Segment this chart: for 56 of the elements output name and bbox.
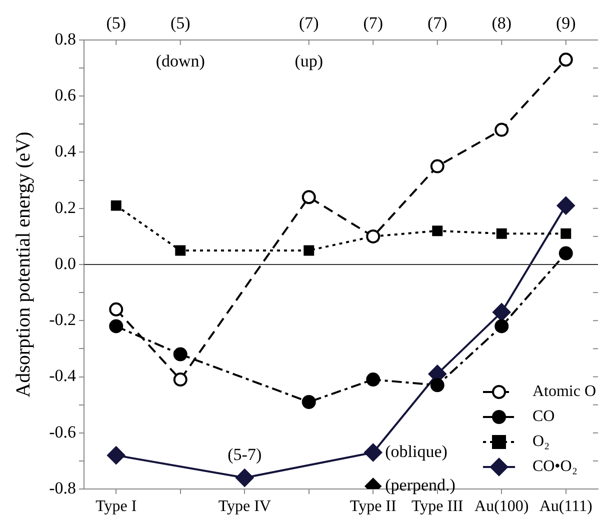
x-tick-label: Type III	[412, 498, 464, 515]
y-tick-label: 0.8	[54, 29, 76, 48]
legend-label: O₂	[532, 432, 550, 450]
point	[496, 228, 507, 239]
y-tick-label: 0.6	[54, 86, 76, 105]
text: (9)	[556, 13, 576, 32]
x-tick-label: Type I	[96, 498, 137, 515]
point	[494, 122, 509, 137]
point	[558, 52, 573, 67]
annotation: (perpend.)	[385, 476, 456, 495]
annotation: (up)	[294, 51, 324, 70]
y-tick-label: -0.8	[49, 478, 76, 498]
x-tick-label: Au(100)	[474, 498, 529, 515]
point	[560, 228, 572, 239]
point	[173, 347, 188, 362]
y-tick-label: -0.4	[49, 366, 76, 386]
text: (7)	[363, 13, 384, 32]
point	[302, 190, 316, 204]
point	[236, 468, 254, 487]
point	[366, 372, 380, 387]
x-tick-label: Type IV	[218, 498, 272, 515]
annotation: (down)	[156, 51, 205, 70]
legend-label: CO•O₂	[532, 458, 578, 476]
point	[110, 200, 122, 211]
text: (5)	[106, 13, 126, 32]
annotation: (5-7)	[228, 445, 262, 464]
y-tick-label: 0.4	[54, 142, 76, 161]
y-tick-label: 0.0	[54, 254, 76, 273]
point	[302, 395, 316, 410]
point	[556, 196, 575, 215]
point	[430, 378, 444, 392]
x-tick-label: Au(111)	[539, 498, 592, 515]
y-tick-label: -0.2	[49, 310, 76, 330]
point	[494, 319, 509, 334]
point	[109, 319, 124, 334]
point	[107, 446, 126, 464]
point	[364, 444, 382, 462]
x-tick-label: Type II	[350, 498, 396, 515]
y-tick-label: 0.2	[54, 198, 76, 217]
point	[173, 372, 188, 387]
legend-label: CO	[532, 408, 555, 426]
text: (7)	[298, 13, 319, 32]
annotation: (oblique)	[385, 442, 448, 461]
point	[492, 303, 511, 322]
point	[304, 245, 314, 256]
point	[558, 246, 573, 260]
text: (8)	[492, 13, 512, 32]
point	[175, 245, 186, 256]
y-axis-title: Adsorption potential energy (eV)	[12, 132, 34, 398]
text: (5)	[170, 13, 190, 32]
point	[430, 159, 444, 174]
legend-label: Atomic O	[532, 382, 596, 400]
text: (7)	[427, 13, 448, 32]
point	[432, 226, 443, 236]
point	[109, 302, 124, 316]
y-tick-label: -0.6	[49, 422, 76, 442]
